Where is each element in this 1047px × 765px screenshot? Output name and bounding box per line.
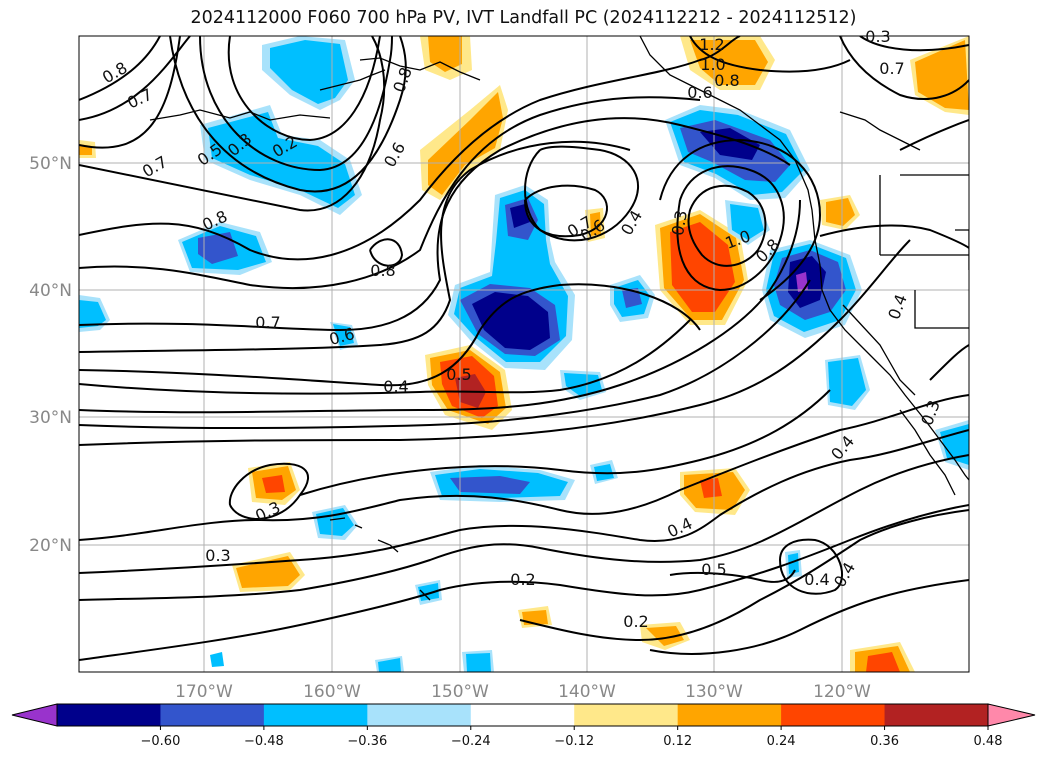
colorbar-tick-label: 0.24 <box>767 734 796 749</box>
contour-label: 0.3 <box>865 27 890 46</box>
shade-negative <box>472 292 550 350</box>
lon-label: 150°W <box>431 682 489 702</box>
shade-negative <box>79 300 106 328</box>
colorbar-segment <box>57 704 161 726</box>
lat-label: 40°N <box>29 281 72 301</box>
colorbar-tick-label: −0.12 <box>554 734 594 749</box>
colorbar-extend-max <box>987 703 1036 727</box>
contour-label: 0.5 <box>701 560 726 579</box>
shade-positive <box>915 40 969 110</box>
shade-positive <box>262 475 285 493</box>
colorbar-segment <box>263 704 368 726</box>
contour-label: 0.4 <box>617 207 646 239</box>
lat-label: 30°N <box>29 408 72 428</box>
colorbar-tick-label: 0.36 <box>870 734 899 749</box>
shading-layer <box>79 36 969 672</box>
contour-label: 0.8 <box>714 71 739 90</box>
colorbar-segment <box>160 704 265 726</box>
colorbar-segment <box>574 704 679 726</box>
colorbar-segment <box>884 704 989 726</box>
colorbar-segment <box>367 704 472 726</box>
contour-label: 0.7 <box>255 313 280 332</box>
lon-label: 170°W <box>175 682 233 702</box>
shade-negative <box>208 112 355 208</box>
colorbar: −0.60 −0.48 −0.36 −0.24 −0.12 0.12 0.24 0.36 0.4… <box>11 703 1036 749</box>
contour-label: 0.4 <box>383 377 408 396</box>
shade-negative <box>378 658 401 672</box>
lat-label: 50°N <box>29 154 72 174</box>
colorbar-tick-label: −0.36 <box>347 734 387 749</box>
colorbar-tick-label: 0.48 <box>974 734 1003 749</box>
contour-label: 0.8 <box>370 261 395 280</box>
colorbar-frame <box>56 703 989 727</box>
colorbar-extend-min <box>11 703 58 727</box>
shade-positive <box>690 40 768 85</box>
contour-label: 0.7 <box>139 152 171 181</box>
longitude-labels: 170°W 160°W 150°W 140°W 130°W 120°W <box>175 682 871 702</box>
coastlines <box>149 36 969 601</box>
contour-label: 0.4 <box>804 570 829 589</box>
colorbar-tick-label: −0.24 <box>451 734 491 749</box>
shade-positive <box>700 478 722 498</box>
colorbar-segment <box>781 704 886 726</box>
shade-positive <box>826 198 855 226</box>
contour-label: 0.2 <box>510 570 535 589</box>
shade-negative <box>210 652 224 667</box>
lon-label: 140°W <box>558 682 616 702</box>
contour-label: 0.8 <box>389 65 416 95</box>
contour-label: 0.6 <box>380 139 409 171</box>
contour-label: 0.7 <box>879 59 904 78</box>
colorbar-tick-label: −0.60 <box>141 734 181 749</box>
lat-label: 20°N <box>29 536 72 556</box>
contour-label: 0.3 <box>205 546 230 565</box>
shade-positive <box>428 92 503 195</box>
contour-label: 0.8 <box>99 58 131 87</box>
contour-label: 0.5 <box>446 365 471 384</box>
shade-negative <box>788 553 799 574</box>
shade-negative <box>466 653 491 672</box>
contour-label: 0.4 <box>664 514 695 542</box>
contour-label: 0.6 <box>687 83 712 102</box>
latitude-labels: 50°N 40°N 30°N 20°N <box>29 154 72 556</box>
shade-positive <box>236 556 300 588</box>
shade-negative <box>418 583 439 601</box>
shade-negative <box>828 358 866 406</box>
contour-label: 0.4 <box>830 559 859 591</box>
shade-negative <box>700 128 760 160</box>
contour-label: 0.3 <box>917 398 944 428</box>
shade-negative <box>940 424 969 465</box>
contour-label: 1.0 <box>700 55 725 74</box>
map-frame <box>78 35 970 673</box>
contour-label: 0.2 <box>623 612 648 631</box>
shade-negative <box>730 204 764 240</box>
colorbar-tick-label: −0.48 <box>244 734 284 749</box>
shade-negative <box>796 272 808 292</box>
map-title: 2024112000 F060 700 hPa PV, IVT Landfall… <box>190 8 857 28</box>
contour-label: 0.4 <box>884 292 911 322</box>
colorbar-segment <box>470 704 575 726</box>
shade-negative <box>316 508 354 536</box>
shade-positive <box>646 626 684 646</box>
pv-contours <box>79 36 969 661</box>
shade-negative <box>270 40 348 104</box>
contour-label: 0.7 <box>124 85 155 113</box>
colorbar-tick-label: 0.12 <box>663 734 692 749</box>
lon-label: 130°W <box>685 682 743 702</box>
shade-positive <box>866 652 900 672</box>
lon-label: 160°W <box>303 682 361 702</box>
contour-label: 1.2 <box>699 35 724 54</box>
contour-label: 0.3 <box>668 209 691 237</box>
shade-negative <box>622 288 642 308</box>
colorbar-segment <box>677 704 782 726</box>
shade-negative <box>450 476 530 494</box>
shade-negative <box>198 232 238 264</box>
lon-label: 120°W <box>813 682 871 702</box>
